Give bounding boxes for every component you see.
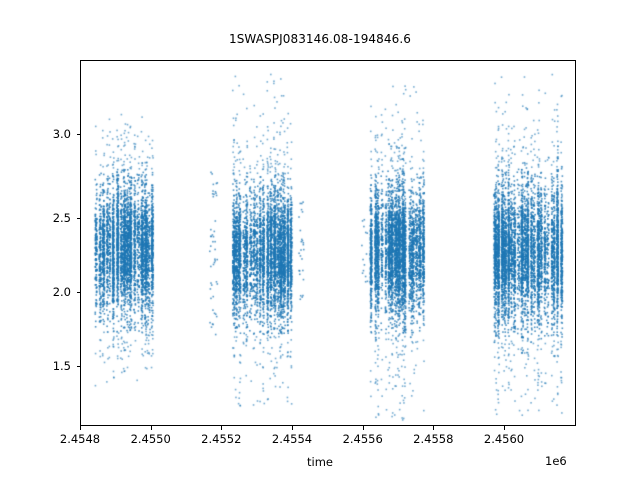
x-tick-mark — [80, 426, 81, 430]
y-axis-label: flux — [0, 239, 3, 261]
y-tick-label: 3.0 — [52, 126, 71, 141]
x-tick-mark — [221, 426, 223, 430]
x-axis-offset-text: 1e6 — [545, 454, 567, 468]
scatter-plot-canvas — [81, 61, 575, 425]
y-tick-mark — [76, 133, 80, 135]
x-tick-label: 2.4550 — [130, 432, 171, 446]
x-tick-mark — [362, 426, 364, 430]
y-tick-mark — [76, 292, 80, 293]
x-tick-label: 2.4548 — [59, 432, 101, 446]
x-tick-label: 2.4554 — [271, 432, 313, 446]
x-tick-mark — [433, 426, 435, 430]
x-tick-label: 2.4556 — [342, 432, 383, 446]
plot-axes — [80, 60, 576, 426]
y-tick-label: 1.5 — [52, 358, 71, 373]
x-axis-label: time — [307, 455, 333, 469]
y-tick-mark — [76, 218, 80, 219]
y-tick-label: 2.0 — [52, 285, 71, 299]
x-tick-label: 2.4560 — [483, 432, 525, 446]
x-tick-mark — [292, 426, 293, 430]
y-tick-mark — [76, 365, 80, 367]
y-tick-label: 2.5 — [52, 211, 71, 225]
page-title: 1SWASPJ083146.08-194846.6 — [228, 32, 412, 46]
x-tick-mark — [150, 426, 152, 430]
x-tick-label: 2.4552 — [201, 432, 242, 446]
x-tick-mark — [504, 426, 505, 430]
x-tick-label: 2.4558 — [413, 432, 454, 446]
